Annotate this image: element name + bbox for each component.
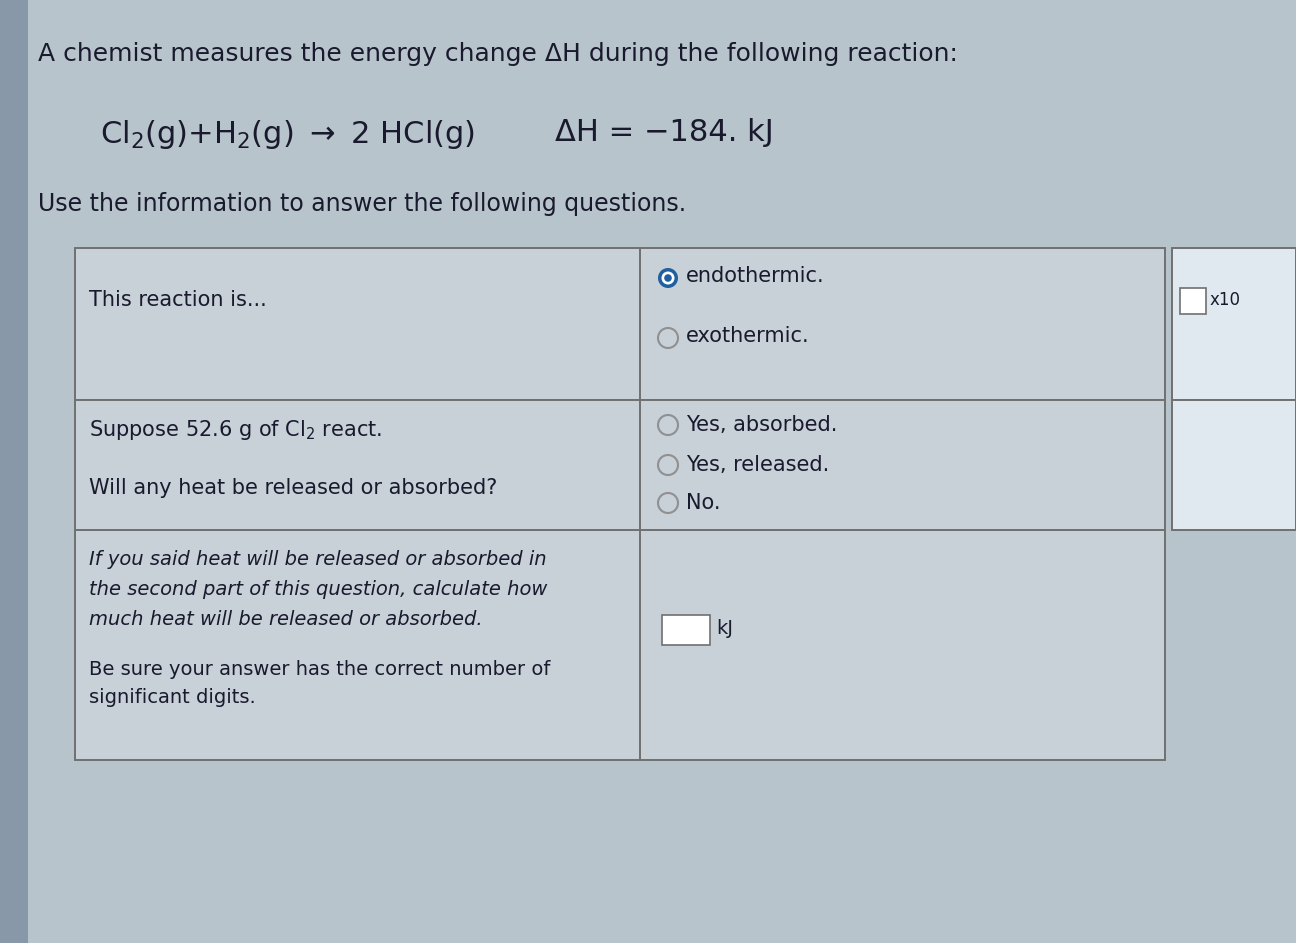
Text: x10: x10 — [1210, 291, 1242, 309]
Text: Use the information to answer the following questions.: Use the information to answer the follow… — [38, 192, 686, 216]
Text: A chemist measures the energy change ΔH during the following reaction:: A chemist measures the energy change ΔH … — [38, 42, 958, 66]
FancyBboxPatch shape — [0, 0, 29, 943]
Text: Be sure your answer has the correct number of: Be sure your answer has the correct numb… — [89, 660, 551, 679]
FancyBboxPatch shape — [75, 400, 1165, 530]
FancyBboxPatch shape — [75, 248, 1165, 400]
Text: much heat will be released or absorbed.: much heat will be released or absorbed. — [89, 610, 482, 629]
Text: If you said heat will be released or absorbed in: If you said heat will be released or abs… — [89, 550, 547, 569]
Text: ΔH = −184. kJ: ΔH = −184. kJ — [555, 118, 774, 147]
Text: Will any heat be released or absorbed?: Will any heat be released or absorbed? — [89, 478, 498, 498]
Text: Suppose 52.6 g of Cl$_2$ react.: Suppose 52.6 g of Cl$_2$ react. — [89, 418, 382, 442]
Text: Cl$_2$(g)+H$_2$(g) $\rightarrow$ 2 HCl(g): Cl$_2$(g)+H$_2$(g) $\rightarrow$ 2 HCl(g… — [100, 118, 476, 151]
FancyBboxPatch shape — [1172, 400, 1296, 530]
FancyBboxPatch shape — [1179, 288, 1207, 314]
Text: exothermic.: exothermic. — [686, 326, 810, 346]
Text: kJ: kJ — [715, 619, 734, 638]
Text: significant digits.: significant digits. — [89, 688, 255, 707]
Circle shape — [658, 268, 678, 288]
FancyBboxPatch shape — [662, 615, 710, 645]
FancyBboxPatch shape — [1172, 248, 1296, 400]
Text: This reaction is...: This reaction is... — [89, 290, 267, 310]
Text: No.: No. — [686, 493, 721, 513]
FancyBboxPatch shape — [75, 530, 1165, 760]
Circle shape — [664, 274, 671, 282]
Circle shape — [661, 272, 674, 285]
Text: Yes, released.: Yes, released. — [686, 455, 829, 475]
Text: the second part of this question, calculate how: the second part of this question, calcul… — [89, 580, 547, 599]
Text: endothermic.: endothermic. — [686, 266, 824, 286]
Text: Yes, absorbed.: Yes, absorbed. — [686, 415, 837, 435]
